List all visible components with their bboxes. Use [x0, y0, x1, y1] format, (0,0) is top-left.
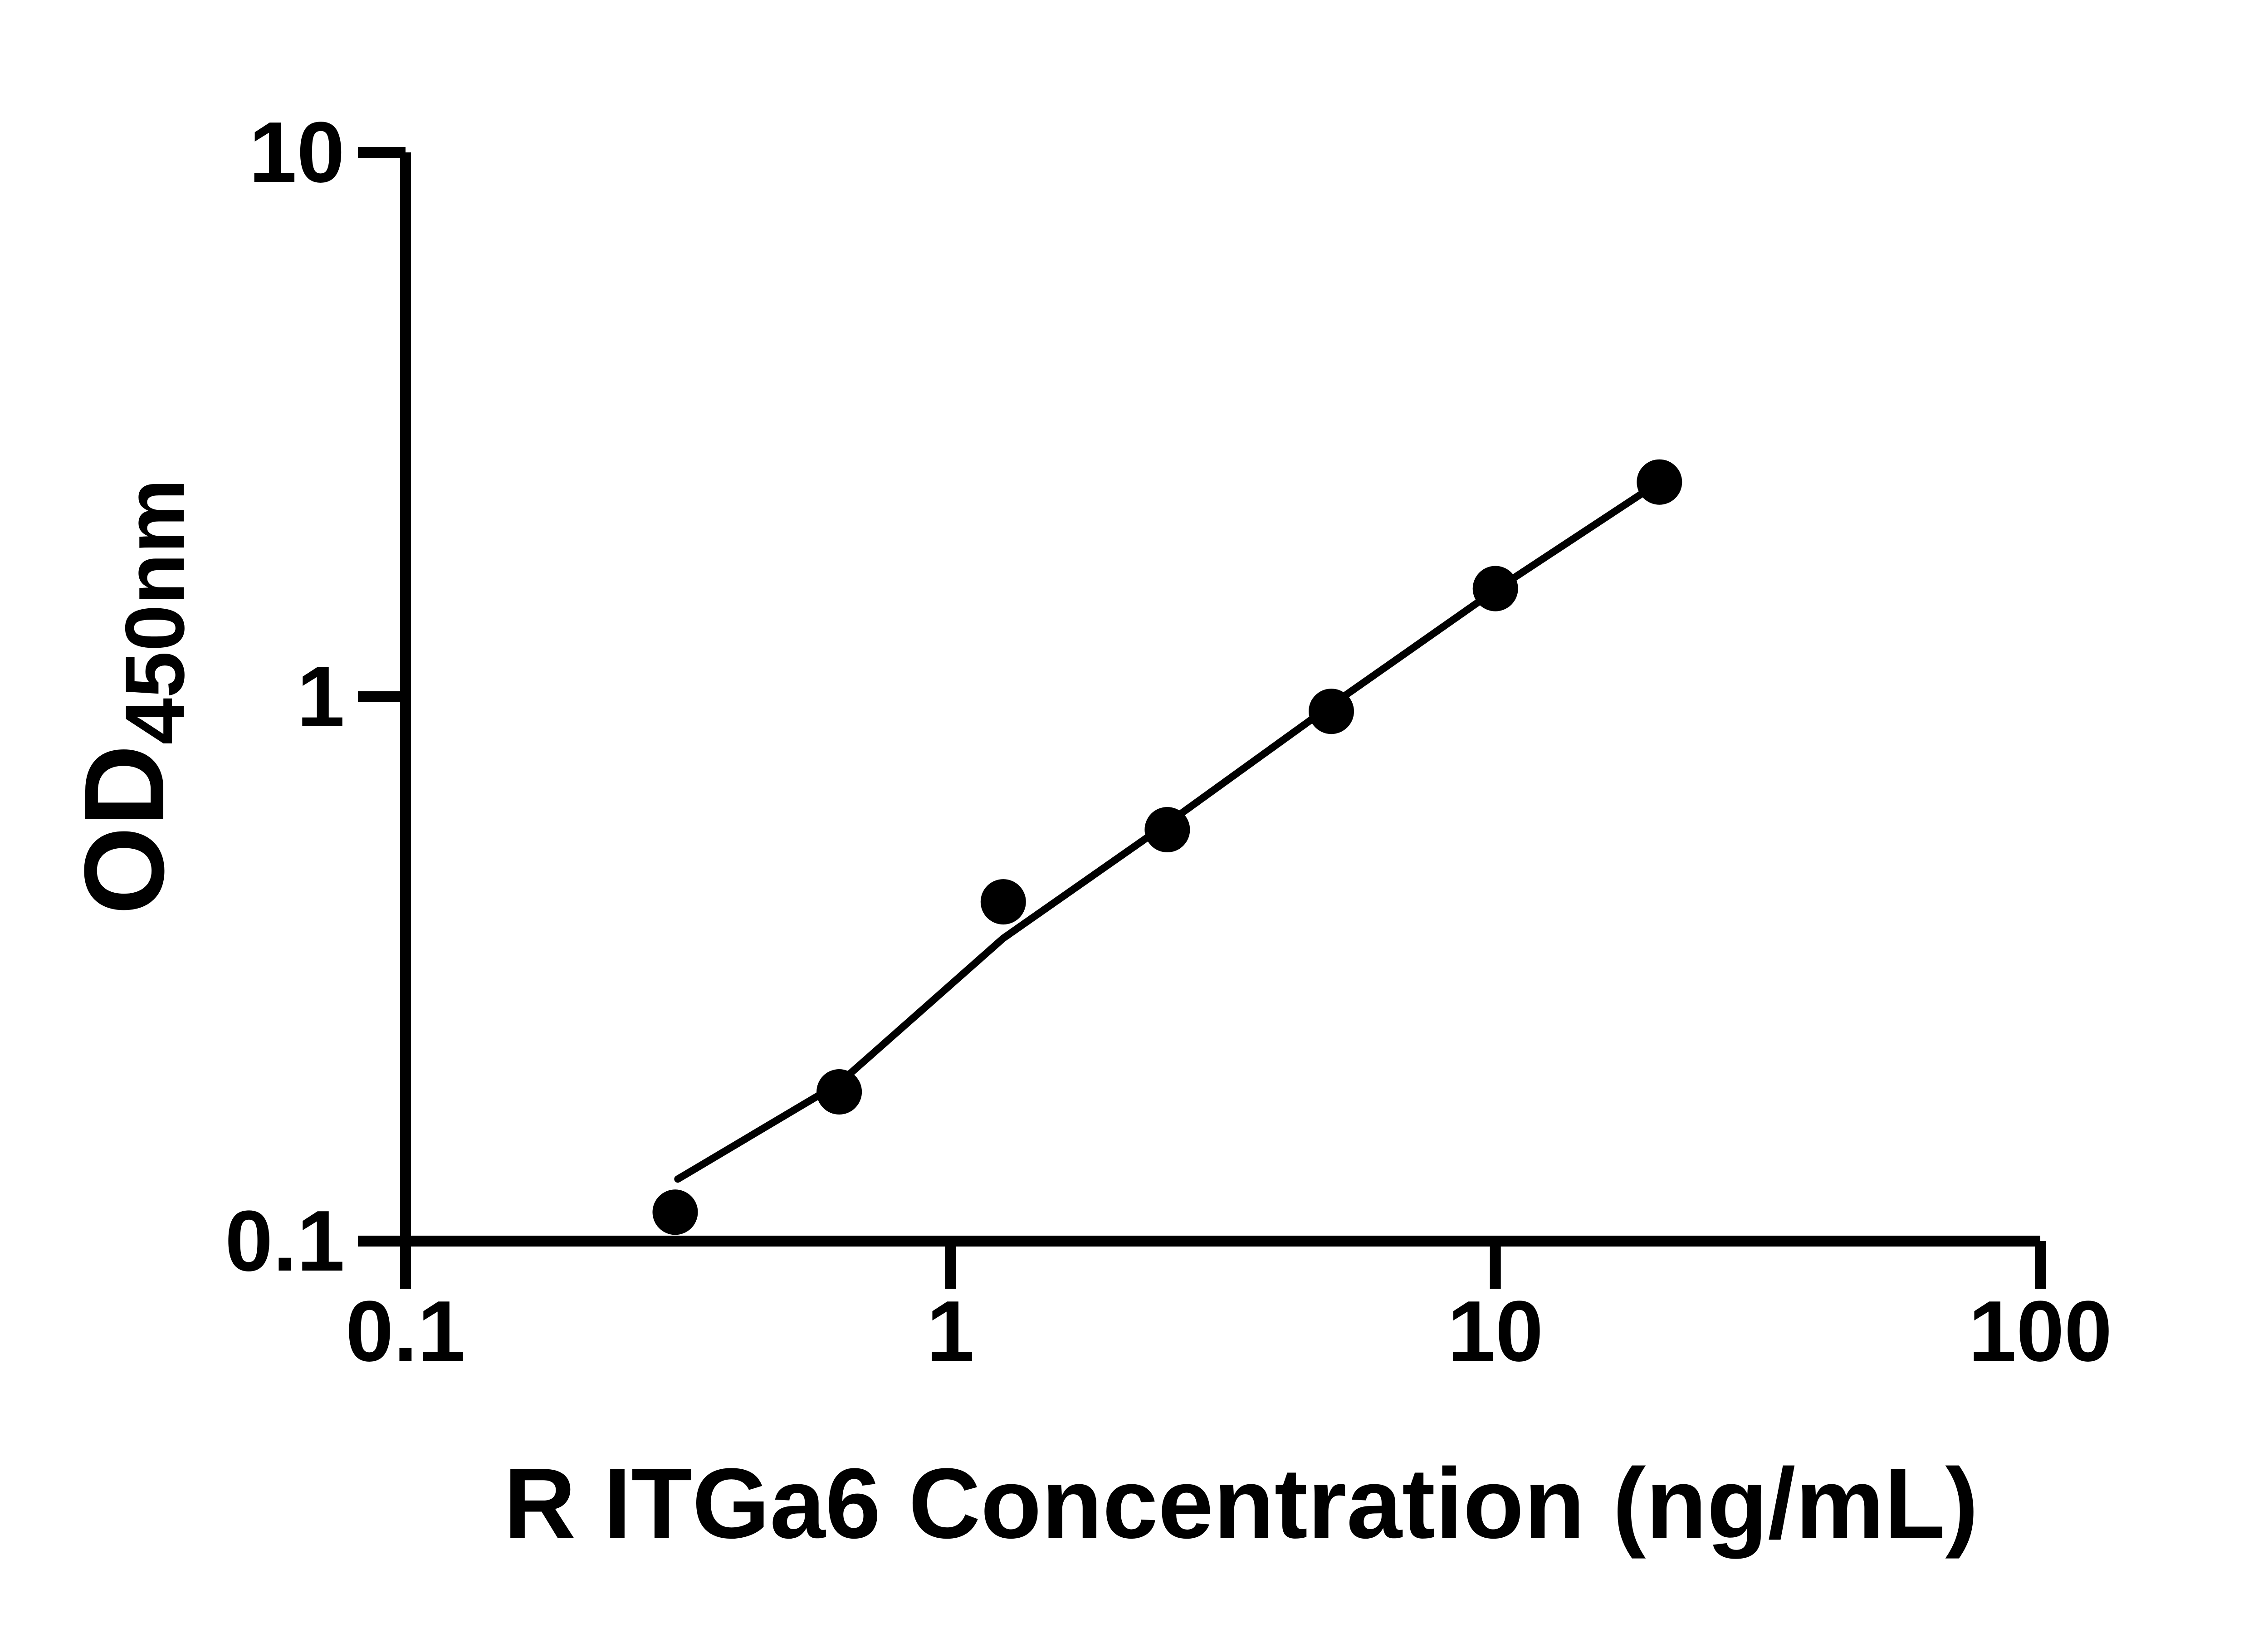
- axes-frame: [400, 152, 2040, 1247]
- data-point: [1637, 459, 1682, 505]
- data-point: [652, 1189, 698, 1235]
- y-tick-label: 1: [297, 649, 345, 745]
- data-point: [980, 879, 1026, 925]
- axis-ticks: [358, 147, 2046, 1289]
- x-tick-label: 10: [1447, 1283, 1543, 1379]
- y-axis-title-main: OD: [61, 745, 187, 915]
- data-point: [816, 1069, 862, 1115]
- y-axis-title: OD450nm: [61, 479, 202, 914]
- x-axis-title: R ITGa6 Concentration (ng/mL): [503, 1447, 1978, 1559]
- y-tick-labels: 0.1 1 10: [225, 104, 345, 1289]
- y-tick-label: 0.1: [225, 1193, 345, 1289]
- data-point: [1144, 807, 1190, 852]
- x-tick-label: 1: [926, 1283, 974, 1379]
- y-tick-label: 10: [249, 104, 345, 200]
- x-tick-label: 100: [1968, 1283, 2112, 1379]
- data-point: [1472, 566, 1518, 611]
- y-axis-title-subscript: 450nm: [108, 479, 202, 744]
- data-point: [1309, 689, 1354, 734]
- data-points: [652, 459, 1682, 1235]
- x-tick-label: 0.1: [346, 1283, 465, 1379]
- x-tick-labels: 0.1 1 10 100: [346, 1283, 2112, 1379]
